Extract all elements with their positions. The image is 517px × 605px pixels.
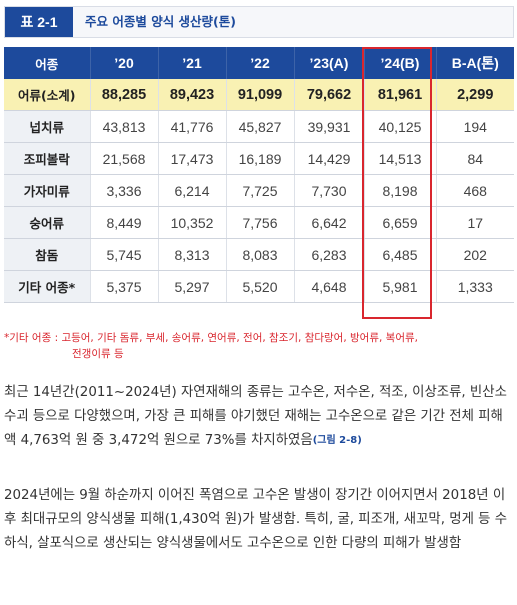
table-cell: 2,299 bbox=[436, 79, 514, 111]
table-cell: 89,423 bbox=[158, 79, 227, 111]
table-cell: 17 bbox=[436, 206, 514, 239]
table-cell: 5,375 bbox=[90, 270, 159, 303]
table-row: 조피볼락 21,568 17,473 16,189 14,429 14,513 84 bbox=[4, 142, 514, 175]
production-table: 어종 ’20’21’22’23(A) ’24(B) B-A(톤) 어류(소계) 88,2… bbox=[4, 47, 514, 303]
table-row: 참돔 5,745 8,313 8,083 6,283 6,485 202 bbox=[4, 238, 514, 271]
paragraph-1-text: 최근 14년간(2011~2024년) 자연재해의 종류는 고수온, 저수온, … bbox=[4, 385, 507, 448]
table-number-badge: 표 2-1 bbox=[5, 7, 73, 37]
table-cell: 14,429 bbox=[294, 142, 365, 175]
table-cell: 6,214 bbox=[158, 174, 227, 207]
table-title: 주요 어종별 양식 생산량(톤) bbox=[85, 14, 236, 29]
paragraph-2-text: 2024년에는 9월 하순까지 이어진 폭염으로 고수온 발생이 장기간 이어지… bbox=[4, 488, 508, 551]
table-cell: 43,813 bbox=[90, 110, 159, 143]
table-cell: 6,642 bbox=[294, 206, 365, 239]
table-cell: 4,648 bbox=[294, 270, 365, 303]
table-cell: 8,083 bbox=[226, 238, 295, 271]
row-label: 참돔 bbox=[4, 238, 91, 271]
footnote-line-1: *기타 어종 : 고등어, 기타 돔류, 부세, 송어류, 연어류, 전어, 참… bbox=[4, 332, 418, 344]
figure-reference: (그림 2-8) bbox=[312, 435, 362, 446]
table-cell: 45,827 bbox=[226, 110, 295, 143]
table-cell: 8,313 bbox=[158, 238, 227, 271]
column-header: ’22 bbox=[226, 47, 295, 79]
row-label: 숭어류 bbox=[4, 206, 91, 239]
table-cell: 40,125 bbox=[364, 110, 437, 143]
table-header-row: 어종 ’20’21’22’23(A) ’24(B) B-A(톤) bbox=[4, 47, 514, 79]
table-footnote: *기타 어종 : 고등어, 기타 돔류, 부세, 송어류, 연어류, 전어, 참… bbox=[4, 330, 514, 362]
table-cell: 202 bbox=[436, 238, 514, 271]
table-cell: 79,662 bbox=[294, 79, 365, 111]
table-cell: 7,725 bbox=[226, 174, 295, 207]
table-cell: 14,513 bbox=[364, 142, 437, 175]
table-cell: 1,333 bbox=[436, 270, 514, 303]
column-header: B-A(톤) bbox=[436, 47, 514, 79]
table-cell: 468 bbox=[436, 174, 514, 207]
table-total-row: 어류(소계) 88,285 89,423 91,099 79,662 81,961 2,29… bbox=[4, 79, 514, 111]
row-label: 어류(소계) bbox=[4, 79, 91, 111]
table-cell: 5,981 bbox=[364, 270, 437, 303]
table-cell: 6,283 bbox=[294, 238, 365, 271]
table-row: 가자미류 3,336 6,214 7,725 7,730 8,198 468 bbox=[4, 174, 514, 207]
table-cell: 91,099 bbox=[226, 79, 295, 111]
table-cell: 7,756 bbox=[226, 206, 295, 239]
column-header: 어종 bbox=[4, 47, 91, 79]
table-cell: 41,776 bbox=[158, 110, 227, 143]
row-label: 가자미류 bbox=[4, 174, 91, 207]
table-cell: 10,352 bbox=[158, 206, 227, 239]
column-header: ’23(A) bbox=[294, 47, 365, 79]
table-title-bar: 표 2-1 주요 어종별 양식 생산량(톤) bbox=[4, 6, 514, 38]
table-cell: 88,285 bbox=[90, 79, 159, 111]
table-cell: 39,931 bbox=[294, 110, 365, 143]
paragraph-1: 최근 14년간(2011~2024년) 자연재해의 종류는 고수온, 저수온, … bbox=[4, 381, 514, 453]
paragraph-2: 2024년에는 9월 하순까지 이어진 폭염으로 고수온 발생이 장기간 이어지… bbox=[4, 484, 514, 556]
table-cell: 17,473 bbox=[158, 142, 227, 175]
column-header: ’21 bbox=[158, 47, 227, 79]
table-row: 숭어류 8,449 10,352 7,756 6,642 6,659 17 bbox=[4, 206, 514, 239]
table-cell: 6,485 bbox=[364, 238, 437, 271]
row-label: 기타 어종* bbox=[4, 270, 91, 303]
table-cell: 5,745 bbox=[90, 238, 159, 271]
footnote-line-2: 전갱이류 등 bbox=[72, 348, 124, 360]
column-header: ’24(B) bbox=[364, 47, 437, 79]
table-row: 기타 어종* 5,375 5,297 5,520 4,648 5,981 1,333 bbox=[4, 270, 514, 303]
table-cell: 21,568 bbox=[90, 142, 159, 175]
table-cell: 3,336 bbox=[90, 174, 159, 207]
row-label: 넙치류 bbox=[4, 110, 91, 143]
table-cell: 81,961 bbox=[364, 79, 437, 111]
table-cell: 8,449 bbox=[90, 206, 159, 239]
table-cell: 8,198 bbox=[364, 174, 437, 207]
row-label: 조피볼락 bbox=[4, 142, 91, 175]
column-header: ’20 bbox=[90, 47, 159, 79]
table-cell: 6,659 bbox=[364, 206, 437, 239]
table-cell: 5,520 bbox=[226, 270, 295, 303]
table-cell: 194 bbox=[436, 110, 514, 143]
table-cell: 5,297 bbox=[158, 270, 227, 303]
table-cell: 16,189 bbox=[226, 142, 295, 175]
table-row: 넙치류 43,813 41,776 45,827 39,931 40,125 194 bbox=[4, 110, 514, 143]
table-cell: 7,730 bbox=[294, 174, 365, 207]
table-cell: 84 bbox=[436, 142, 514, 175]
